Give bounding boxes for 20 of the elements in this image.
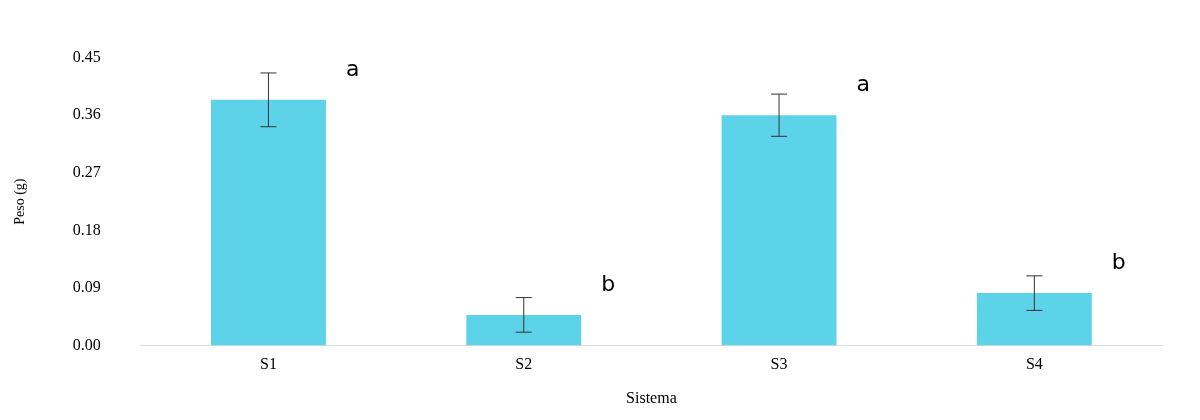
y-tick-label: 0.45 — [72, 47, 101, 65]
x-tick-label: S2 — [515, 355, 533, 373]
y-tick-label: 0.09 — [72, 278, 101, 296]
bar — [466, 314, 582, 346]
y-tick-label: 0.18 — [72, 220, 101, 238]
x-tick-label: S4 — [1025, 355, 1043, 373]
y-tick-label: 0.36 — [72, 105, 101, 123]
annotation: a — [856, 70, 870, 96]
y-axis-title: Peso (g) — [12, 178, 29, 225]
annotation: a — [345, 55, 360, 81]
x-axis-title: Sistema — [626, 388, 677, 406]
x-tick-label: S1 — [260, 355, 277, 373]
annotation: b — [601, 270, 616, 296]
bar — [721, 115, 837, 346]
bar — [976, 293, 1092, 346]
x-tick-label: S3 — [770, 355, 788, 373]
y-tick-label: 0.27 — [72, 163, 101, 180]
bar — [211, 99, 326, 346]
y-tick-label: 0.00 — [72, 335, 101, 353]
annotation: b — [1111, 248, 1126, 274]
